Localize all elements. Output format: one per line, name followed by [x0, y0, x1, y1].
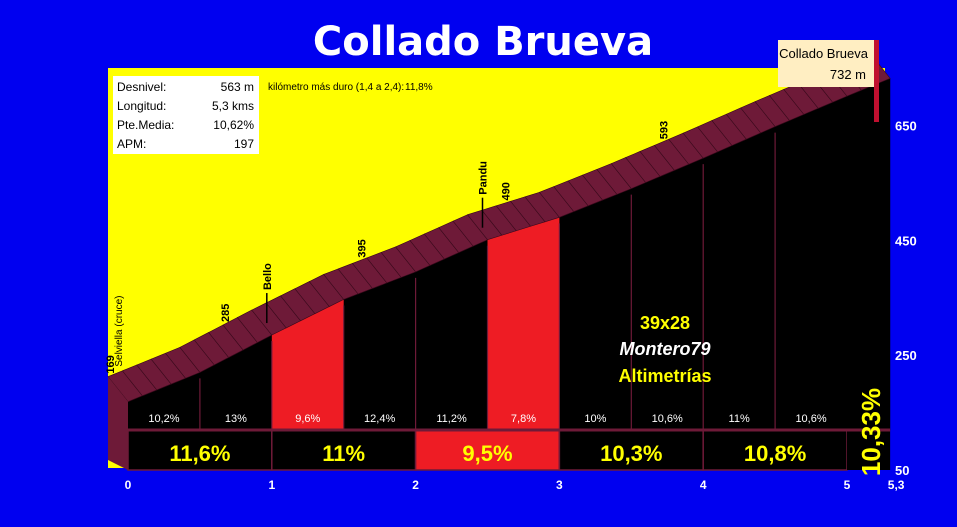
km-band-tail: [847, 430, 891, 470]
km-grade-label: 10,3%: [600, 441, 662, 466]
altitude-label: 285: [220, 304, 232, 322]
altitude-label: 593: [659, 121, 671, 139]
x-tick-label: 1: [268, 478, 275, 492]
summit-box: Collado Brueva 732 m: [778, 40, 879, 122]
segment-grade-label: 13%: [225, 413, 247, 425]
altitude-label: 169: [105, 355, 117, 373]
profile-left-face: [108, 376, 128, 470]
waypoint-label: Selviella (cruce): [114, 296, 125, 367]
x-tick-label: 3: [556, 478, 563, 492]
stat-label: APM:: [117, 137, 146, 151]
x-tick-label: 2: [412, 478, 419, 492]
x-tick-label: 5: [844, 478, 851, 492]
credit-gear: 39x28: [640, 313, 690, 333]
segment-grade-label: 10,2%: [148, 413, 179, 425]
stat-label: Longitud:: [117, 99, 166, 113]
hardest-km-value: 11,8%: [405, 82, 433, 93]
page-title: Collado Brueva: [313, 19, 653, 65]
waypoint-label: Pandu: [478, 161, 490, 195]
y-tick-label: 250: [895, 348, 917, 363]
segment-grade-label: 12,4%: [364, 413, 395, 425]
credit-author: Montero79: [619, 339, 710, 359]
stats-box: [113, 76, 259, 154]
km-band: [414, 429, 561, 471]
stat-value: 197: [234, 137, 254, 151]
x-tick-label: 4: [700, 478, 707, 492]
stat-label: Pte.Media:: [117, 118, 174, 132]
segment-grade-label: 10%: [584, 413, 606, 425]
x-tick-label: 5,3: [888, 478, 905, 492]
y-tick-label: 50: [895, 463, 909, 478]
altitude-label: 395: [357, 239, 369, 257]
segment-grade-label: 11%: [729, 413, 750, 425]
segment-hard-fill: [271, 299, 344, 430]
stat-label: Desnivel:: [117, 80, 166, 94]
segment-hard-fill: [487, 217, 560, 430]
stat-value: 563 m: [221, 80, 254, 94]
y-tick-label: 650: [895, 118, 917, 133]
altitude-label: 490: [500, 182, 512, 200]
km-band: [127, 429, 273, 471]
total-average: 10,33%: [856, 388, 886, 476]
segment-grade-label: 9,6%: [295, 413, 320, 425]
segment-grade-label: 10,6%: [652, 413, 683, 425]
summit-name: Collado Brueva: [779, 46, 869, 61]
waypoint-label: Bello: [262, 263, 274, 290]
y-tick-label: 450: [895, 233, 917, 248]
summit-altitude: 732 m: [830, 67, 866, 82]
km-grade-label: 11,6%: [169, 441, 230, 466]
segment-grade-label: 11,2%: [436, 413, 467, 425]
km-grade-label: 10,8%: [744, 441, 806, 466]
km-grade-label: 9,5%: [462, 441, 512, 466]
segment-grade-label: 10,6%: [795, 413, 826, 425]
credit-source: Altimetrías: [618, 366, 711, 386]
hardest-km-label: kilómetro más duro (1,4 a 2,4):: [268, 82, 404, 93]
km-grade-label: 11%: [322, 441, 365, 466]
km-band: [271, 429, 417, 471]
stat-value: 5,3 kms: [212, 99, 254, 113]
x-tick-label: 0: [125, 478, 132, 492]
segment-grade-label: 7,8%: [511, 413, 536, 425]
stat-value: 10,62%: [213, 118, 254, 132]
